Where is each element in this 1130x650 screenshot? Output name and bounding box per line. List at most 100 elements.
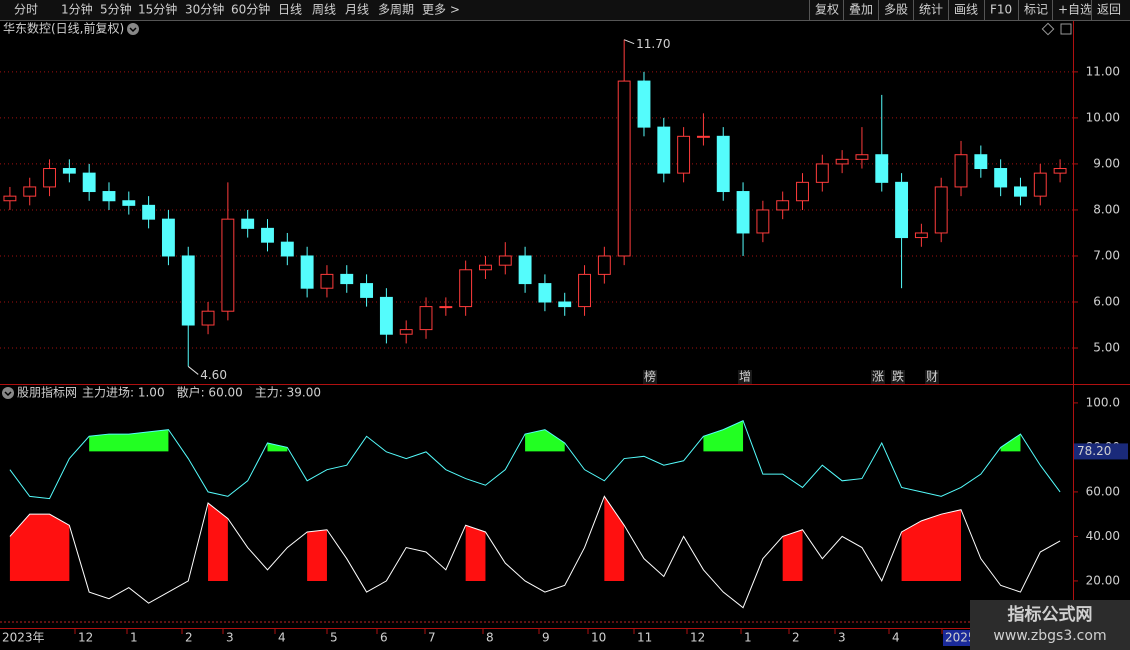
candle-body bbox=[201, 310, 215, 326]
toolbar-button[interactable]: 标记 bbox=[1024, 3, 1048, 17]
x-tick-label: 2 bbox=[792, 631, 800, 645]
y-tick-label: 9.00 bbox=[1093, 156, 1120, 170]
toolbar-button[interactable]: 分时 bbox=[14, 3, 38, 17]
low-label: 4.60 bbox=[200, 368, 227, 382]
candle-body bbox=[954, 154, 968, 188]
indicator-legend: 散户: 60.00 bbox=[177, 385, 243, 400]
event-label[interactable]: 榜 bbox=[644, 369, 656, 384]
x-tick-label: 6 bbox=[380, 631, 388, 645]
x-tick-label: 5 bbox=[330, 631, 338, 645]
candle-body bbox=[379, 296, 393, 335]
candle-body bbox=[498, 255, 512, 266]
toolbar-button[interactable]: 周线 bbox=[312, 3, 336, 17]
candle-body bbox=[637, 80, 651, 128]
candle-body bbox=[439, 306, 453, 309]
toolbar-button[interactable]: 日线 bbox=[278, 3, 302, 17]
toolbar-button[interactable]: 60分钟 bbox=[231, 2, 270, 17]
candle-body bbox=[875, 154, 889, 183]
value-marker bbox=[1074, 443, 1128, 460]
event-badge[interactable] bbox=[925, 370, 939, 384]
x-tick-label: 4 bbox=[892, 631, 900, 645]
series-line bbox=[9, 420, 1061, 500]
toolbar-button[interactable]: 30分钟 bbox=[185, 2, 224, 17]
toolbar-button[interactable]: 复权 bbox=[815, 3, 839, 17]
toolbar-button[interactable]: F10 bbox=[990, 3, 1012, 17]
candle-body bbox=[241, 218, 255, 229]
candle-body bbox=[815, 163, 829, 183]
window-icon[interactable] bbox=[1060, 23, 1072, 35]
dropdown-arrow bbox=[129, 27, 137, 33]
toolbar-button[interactable]: 5分钟 bbox=[100, 2, 132, 17]
toolbar-button[interactable]: 多股 bbox=[884, 3, 908, 17]
candle-body bbox=[261, 227, 274, 243]
candle-body bbox=[102, 191, 116, 202]
candle-body bbox=[796, 181, 809, 202]
event-badge[interactable] bbox=[738, 370, 752, 384]
toolbar-button[interactable]: 画线 bbox=[954, 3, 978, 17]
toolbar-button[interactable]: 统计 bbox=[919, 3, 943, 17]
area-fill bbox=[604, 496, 625, 581]
x-tick-label: 1 bbox=[744, 631, 752, 645]
candle-body bbox=[3, 195, 17, 202]
toolbar-button[interactable]: +自选 bbox=[1058, 3, 1092, 17]
event-label[interactable]: 增 bbox=[739, 370, 751, 384]
x-tick-label: 4 bbox=[278, 631, 286, 645]
area-fill bbox=[782, 529, 803, 581]
x-tick-label: 2 bbox=[185, 631, 193, 645]
y-tick-label: 7.00 bbox=[1093, 248, 1120, 262]
candle-body bbox=[558, 301, 572, 308]
indicator-dropdown[interactable] bbox=[2, 387, 14, 399]
candle-body bbox=[340, 273, 354, 285]
event-badge[interactable] bbox=[891, 370, 905, 384]
candle-body bbox=[578, 273, 591, 308]
toolbar-button[interactable]: 多周期 bbox=[378, 3, 414, 17]
candle-body bbox=[360, 283, 374, 298]
x-tick-label: 10 bbox=[591, 631, 606, 645]
watermark-url: www.zbgs3.com bbox=[993, 628, 1106, 644]
candle-body bbox=[538, 283, 552, 303]
toolbar-button[interactable]: 15分钟 bbox=[138, 2, 177, 17]
candle-body bbox=[835, 158, 849, 165]
event-label[interactable]: 涨 bbox=[872, 369, 884, 384]
toolbar-button[interactable]: 1分钟 bbox=[61, 2, 93, 17]
toolbar-button[interactable]: 叠加 bbox=[849, 3, 873, 17]
x-tick-label: 11 bbox=[637, 631, 652, 645]
candle-body bbox=[756, 209, 770, 234]
candle-body bbox=[914, 232, 928, 239]
event-label[interactable]: 跌 bbox=[892, 369, 904, 384]
candle-body bbox=[419, 306, 433, 331]
y-tick-label: 60.00 bbox=[1086, 484, 1120, 498]
toolbar-button[interactable]: 月线 bbox=[345, 3, 369, 17]
title-dropdown[interactable] bbox=[127, 23, 139, 35]
event-badge[interactable] bbox=[643, 370, 657, 384]
x-tick-label: 7 bbox=[428, 631, 436, 645]
toolbar-bg bbox=[0, 0, 1130, 20]
event-label[interactable]: 财 bbox=[926, 370, 938, 384]
candle-body bbox=[597, 255, 611, 275]
x-tick-label: 12 bbox=[78, 631, 93, 645]
x-tick-label: 9 bbox=[542, 631, 550, 645]
candle-body bbox=[320, 273, 334, 289]
diamond-icon[interactable] bbox=[1041, 22, 1055, 36]
event-badge[interactable] bbox=[871, 370, 885, 384]
area-fill bbox=[525, 429, 565, 452]
area-fill bbox=[901, 509, 962, 581]
candle-body bbox=[300, 255, 314, 289]
candle-body bbox=[776, 200, 790, 211]
y-tick-label: 40.00 bbox=[1086, 529, 1120, 543]
candle-body bbox=[974, 154, 988, 170]
toolbar-button[interactable]: 更多 > bbox=[422, 3, 460, 17]
candle-body bbox=[142, 204, 156, 220]
high-arrow bbox=[623, 39, 635, 45]
candle-body bbox=[934, 186, 948, 234]
candle-body bbox=[1053, 168, 1067, 174]
candle-body bbox=[479, 264, 492, 271]
candle-body bbox=[399, 329, 413, 335]
candle-body bbox=[696, 135, 710, 138]
y-tick-label: 6.00 bbox=[1093, 294, 1120, 308]
x-tick-label: 8 bbox=[486, 631, 494, 645]
dropdown-arrow bbox=[4, 391, 12, 397]
toolbar-button[interactable]: 返回 bbox=[1097, 3, 1121, 17]
